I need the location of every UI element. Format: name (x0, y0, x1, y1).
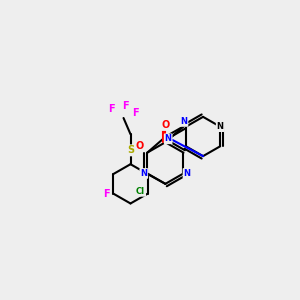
Text: N: N (140, 169, 147, 178)
Text: Cl: Cl (136, 187, 145, 196)
Text: N: N (165, 134, 172, 143)
Text: F: F (122, 101, 129, 112)
Text: N: N (217, 122, 224, 131)
Text: O: O (136, 141, 144, 151)
Text: O: O (161, 120, 169, 130)
Text: N: N (181, 117, 188, 126)
Text: F: F (103, 189, 110, 199)
Text: F: F (109, 104, 115, 114)
Text: S: S (127, 145, 134, 155)
Text: F: F (132, 108, 139, 118)
Text: N: N (184, 169, 190, 178)
